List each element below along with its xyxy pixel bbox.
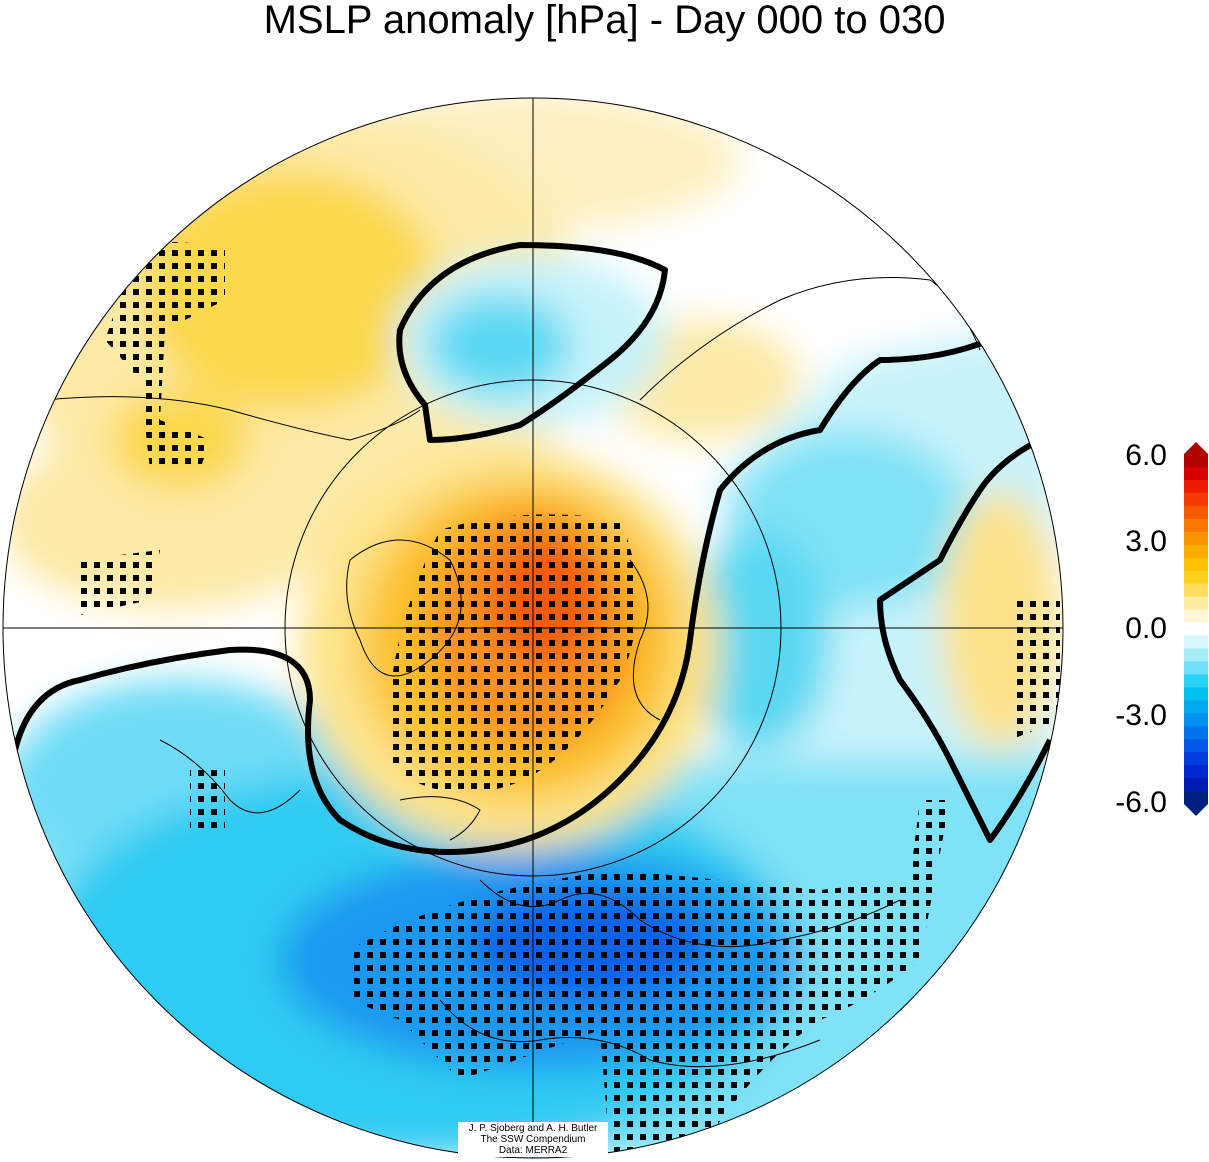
colorbar-segment (1184, 661, 1208, 675)
colorbar-segment (1184, 531, 1208, 546)
credit-data: Data: MERRA2 (498, 1145, 568, 1156)
colorbar-segment (1184, 492, 1208, 507)
colorbar-segment (1184, 479, 1208, 494)
colorbar-segment (1184, 466, 1208, 481)
colorbar-segment (1184, 570, 1208, 585)
map-title: MSLP anomaly [hPa] - Day 000 to 030 (263, 0, 946, 42)
colorbar-segment (1184, 674, 1208, 688)
colorbar-segment (1184, 726, 1208, 740)
colorbar-segment (1184, 518, 1208, 533)
colorbar-segment (1184, 739, 1208, 753)
colorbar-label: -3.0 (1115, 699, 1167, 732)
colorbar-segment (1184, 609, 1208, 624)
colorbar-segment (1184, 700, 1208, 714)
colorbar-label: -6.0 (1115, 786, 1167, 819)
colorbar-segment (1184, 454, 1208, 468)
anomaly-field (3, 98, 1063, 1158)
credit-authors: J. P. Sjoberg and A. H. Butler (468, 1123, 598, 1134)
colorbar (1184, 442, 1208, 816)
colorbar-segment (1184, 752, 1208, 766)
coastlines (44, 277, 981, 1068)
colorbar-label: 6.0 (1125, 439, 1167, 472)
credit-source: The SSW Compendium (480, 1134, 586, 1145)
colorbar-segment (1184, 583, 1208, 598)
colorbar-segment (1184, 635, 1208, 649)
map-boundary (2, 97, 1064, 1159)
credit-box: J. P. Sjoberg and A. H. Butler The SSW C… (458, 1122, 608, 1157)
colorbar-segment (1184, 557, 1208, 572)
colorbar-label: 0.0 (1125, 612, 1167, 645)
significance-stippling (80, 240, 1060, 1155)
graticule (3, 98, 1063, 1158)
colorbar-segment (1184, 778, 1208, 792)
colorbar-max-arrow (1184, 442, 1208, 454)
colorbar-segment (1184, 791, 1208, 805)
colorbar-segment (1184, 596, 1208, 611)
colorbar-segment (1184, 544, 1208, 559)
colorbar-segment (1184, 687, 1208, 701)
colorbar-segment (1184, 648, 1208, 662)
colorbar-label: 3.0 (1125, 525, 1167, 558)
colorbar-segment (1184, 505, 1208, 520)
colorbar-segment (1184, 622, 1208, 636)
colorbar-min-arrow (1184, 804, 1208, 816)
colorbar-segment (1184, 713, 1208, 727)
colorbar-segment (1184, 765, 1208, 779)
zero-contour (12, 242, 1053, 855)
